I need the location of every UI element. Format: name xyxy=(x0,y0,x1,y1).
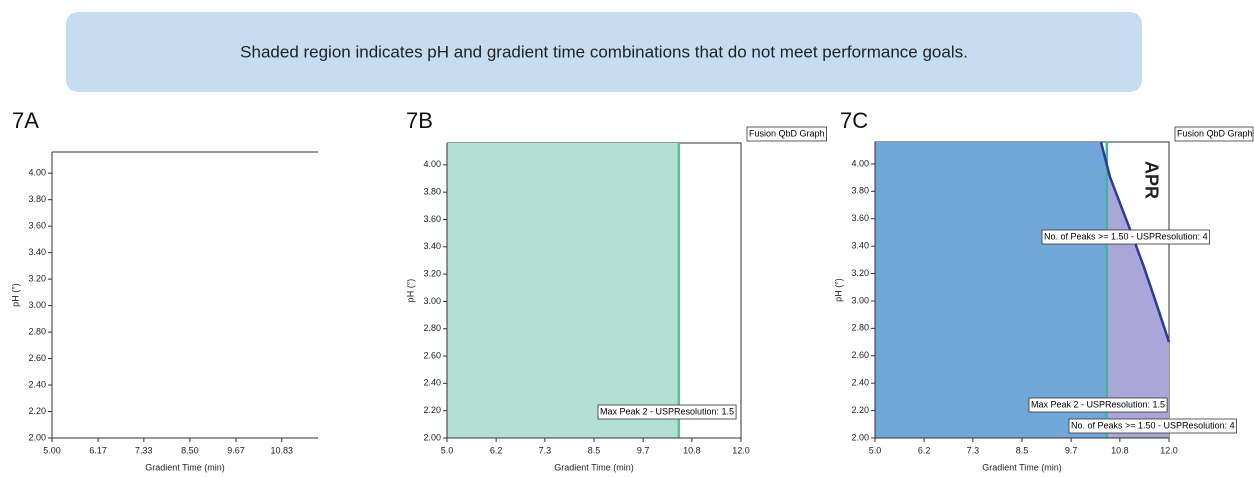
y-tick-label: 3.40 xyxy=(28,247,46,257)
graph-label: Fusion QbD Graph xyxy=(749,128,825,138)
x-tick-label: 7.3 xyxy=(967,445,980,455)
annotation: Max Peak 2 - USPResolution: 1.5 xyxy=(600,406,734,416)
y-tick-label: 3.20 xyxy=(28,273,46,283)
x-tick-label: 6.2 xyxy=(918,445,931,455)
annotation: No. of Peaks >= 1.50 - USPResolution: 4 xyxy=(1044,231,1208,241)
y-tick-label: 2.80 xyxy=(851,323,869,333)
y-tick-label: 2.00 xyxy=(851,432,869,442)
y-tick-label: 3.00 xyxy=(423,296,441,306)
x-tick-label: 12.0 xyxy=(732,445,750,455)
annotation: No. of Peaks >= 1.50 - USPResolution: 4 xyxy=(1071,420,1235,430)
x-tick-label: 6.2 xyxy=(490,445,503,455)
x-tick-label: 10.83 xyxy=(270,445,293,455)
y-tick-label: 3.00 xyxy=(851,295,869,305)
y-tick-label: 3.60 xyxy=(28,221,46,231)
annotation-box xyxy=(1041,229,1210,245)
x-tick-label: 6.17 xyxy=(89,445,107,455)
y-tick-label: 2.40 xyxy=(851,378,869,388)
panel-label: 7A xyxy=(12,108,39,133)
y-tick-label: 2.60 xyxy=(28,353,46,363)
y-tick-label: 2.60 xyxy=(851,350,869,360)
x-tick-label: 8.50 xyxy=(181,445,199,455)
y-tick-label: 2.80 xyxy=(28,326,46,336)
banner-text: Shaded region indicates pH and gradient … xyxy=(240,42,968,61)
x-axis-title: Gradient Time (min) xyxy=(145,462,225,472)
y-tick-label: 2.20 xyxy=(423,405,441,415)
y-tick-label: 3.20 xyxy=(851,268,869,278)
x-tick-label: 8.5 xyxy=(1016,445,1029,455)
annotation-box xyxy=(597,404,737,420)
x-tick-label: 10.8 xyxy=(683,445,701,455)
x-tick-label: 5.0 xyxy=(441,445,454,455)
x-axis-title: Gradient Time (min) xyxy=(554,462,634,472)
y-axis-title: pH (°) xyxy=(833,278,843,302)
x-tick-label: 9.7 xyxy=(637,445,650,455)
y-axis-title: pH (°) xyxy=(10,283,20,307)
y-tick-label: 2.40 xyxy=(28,379,46,389)
y-tick-label: 2.20 xyxy=(851,405,869,415)
y-tick-label: 2.40 xyxy=(423,378,441,388)
shaded-region xyxy=(447,143,679,438)
y-tick-label: 3.20 xyxy=(423,268,441,278)
annotation-box xyxy=(1028,397,1168,413)
y-axis-title: pH (°) xyxy=(405,279,415,303)
x-tick-label: 5.00 xyxy=(43,445,61,455)
x-tick-label: 5.0 xyxy=(869,445,882,455)
y-tick-label: 2.60 xyxy=(423,350,441,360)
y-tick-label: 4.00 xyxy=(851,158,869,168)
y-tick-label: 2.20 xyxy=(28,406,46,416)
region-label: APR xyxy=(1141,161,1161,199)
panel-label: 7C xyxy=(840,108,868,133)
annotation: Max Peak 2 - USPResolution: 1.5 xyxy=(1031,399,1165,409)
x-tick-label: 9.7 xyxy=(1065,445,1078,455)
y-tick-label: 2.00 xyxy=(423,432,441,442)
y-tick-label: 2.80 xyxy=(423,323,441,333)
annotation-box xyxy=(1068,418,1237,434)
x-axis-title: Gradient Time (min) xyxy=(982,462,1062,472)
x-tick-label: 8.5 xyxy=(588,445,601,455)
shaded-region xyxy=(875,142,1107,438)
y-tick-label: 4.00 xyxy=(423,159,441,169)
x-tick-label: 9.67 xyxy=(227,445,245,455)
panel-label: 7B xyxy=(406,108,433,133)
y-tick-label: 2.00 xyxy=(28,432,46,442)
x-tick-label: 10.8 xyxy=(1111,445,1129,455)
y-tick-label: 3.60 xyxy=(423,214,441,224)
y-tick-label: 3.80 xyxy=(851,186,869,196)
graph-label-box xyxy=(746,126,827,142)
x-tick-label: 7.3 xyxy=(539,445,552,455)
y-tick-label: 3.40 xyxy=(423,241,441,251)
graph-label-box xyxy=(1174,126,1254,142)
y-tick-label: 3.40 xyxy=(851,241,869,251)
banner-box xyxy=(66,12,1142,92)
x-tick-label: 12.0 xyxy=(1160,445,1178,455)
y-tick-label: 3.00 xyxy=(28,300,46,310)
x-tick-label: 7.33 xyxy=(135,445,153,455)
y-tick-label: 3.80 xyxy=(423,187,441,197)
y-tick-label: 3.60 xyxy=(851,213,869,223)
graph-label: Fusion QbD Graph xyxy=(1177,128,1253,138)
y-tick-label: 3.80 xyxy=(28,194,46,204)
y-tick-label: 4.00 xyxy=(28,168,46,178)
